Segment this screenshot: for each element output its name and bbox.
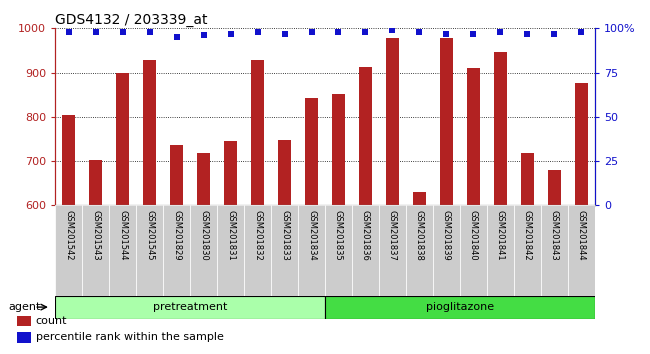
Bar xyxy=(109,205,136,296)
Text: GSM201834: GSM201834 xyxy=(307,210,316,261)
Bar xyxy=(487,205,514,296)
Point xyxy=(387,27,398,33)
Text: GSM201842: GSM201842 xyxy=(523,210,532,261)
Bar xyxy=(271,205,298,296)
Text: GSM201836: GSM201836 xyxy=(361,210,370,261)
Bar xyxy=(359,67,372,205)
Bar xyxy=(379,205,406,296)
Bar xyxy=(514,205,541,296)
Text: GSM201833: GSM201833 xyxy=(280,210,289,261)
Text: GSM201542: GSM201542 xyxy=(64,210,73,260)
Bar xyxy=(467,68,480,205)
Bar xyxy=(190,205,217,296)
Bar xyxy=(89,160,103,205)
Bar xyxy=(547,170,561,205)
Point xyxy=(333,29,344,35)
Bar xyxy=(541,205,568,296)
Text: pretreatment: pretreatment xyxy=(153,302,228,312)
Bar xyxy=(433,205,460,296)
Text: GSM201545: GSM201545 xyxy=(145,210,154,260)
Text: GSM201835: GSM201835 xyxy=(334,210,343,261)
Point xyxy=(441,31,452,36)
Text: GSM201839: GSM201839 xyxy=(442,210,451,261)
Bar xyxy=(325,296,595,319)
Point xyxy=(576,29,586,35)
Point xyxy=(306,29,317,35)
Bar xyxy=(298,205,325,296)
Point xyxy=(522,31,532,36)
Point xyxy=(495,29,506,35)
Text: GSM201844: GSM201844 xyxy=(577,210,586,261)
Bar xyxy=(82,205,109,296)
Bar xyxy=(244,205,271,296)
Text: GSM201829: GSM201829 xyxy=(172,210,181,261)
Point xyxy=(252,29,263,35)
Bar xyxy=(62,115,75,205)
Text: GSM201831: GSM201831 xyxy=(226,210,235,261)
Text: GSM201840: GSM201840 xyxy=(469,210,478,261)
Text: GSM201841: GSM201841 xyxy=(496,210,505,261)
Text: GSM201543: GSM201543 xyxy=(91,210,100,261)
Bar xyxy=(17,332,31,343)
Bar xyxy=(55,296,325,319)
Bar xyxy=(413,192,426,205)
Bar xyxy=(385,38,399,205)
Bar xyxy=(163,205,190,296)
Bar xyxy=(17,316,31,326)
Text: agent: agent xyxy=(8,302,41,312)
Point xyxy=(172,34,182,40)
Point xyxy=(90,29,101,35)
Text: GSM201830: GSM201830 xyxy=(199,210,208,261)
Text: GSM201838: GSM201838 xyxy=(415,210,424,261)
Bar xyxy=(143,60,157,205)
Bar xyxy=(332,94,345,205)
Text: GSM201837: GSM201837 xyxy=(388,210,397,261)
Bar xyxy=(224,141,237,205)
Bar xyxy=(217,205,244,296)
Bar xyxy=(439,39,453,205)
Bar xyxy=(521,153,534,205)
Text: GDS4132 / 203339_at: GDS4132 / 203339_at xyxy=(55,13,208,27)
Point xyxy=(280,31,290,36)
Bar xyxy=(55,205,83,296)
Bar xyxy=(575,83,588,205)
Bar xyxy=(352,205,379,296)
Bar xyxy=(170,145,183,205)
Point xyxy=(468,31,478,36)
Bar xyxy=(278,140,291,205)
Point xyxy=(226,31,236,36)
Bar xyxy=(568,205,595,296)
Text: pioglitazone: pioglitazone xyxy=(426,302,494,312)
Bar xyxy=(305,98,318,205)
Point xyxy=(144,29,155,35)
Text: GSM201843: GSM201843 xyxy=(550,210,559,261)
Point xyxy=(118,29,128,35)
Point xyxy=(360,29,370,35)
Text: GSM201544: GSM201544 xyxy=(118,210,127,260)
Bar xyxy=(493,52,507,205)
Bar xyxy=(136,205,163,296)
Point xyxy=(198,33,209,38)
Point xyxy=(64,29,74,35)
Point xyxy=(414,29,424,35)
Point xyxy=(549,31,560,36)
Text: percentile rank within the sample: percentile rank within the sample xyxy=(36,332,224,342)
Bar xyxy=(251,60,265,205)
Bar xyxy=(325,205,352,296)
Bar xyxy=(197,153,211,205)
Bar xyxy=(406,205,433,296)
Text: GSM201832: GSM201832 xyxy=(253,210,262,261)
Bar xyxy=(460,205,487,296)
Text: count: count xyxy=(36,316,67,326)
Bar xyxy=(116,73,129,205)
